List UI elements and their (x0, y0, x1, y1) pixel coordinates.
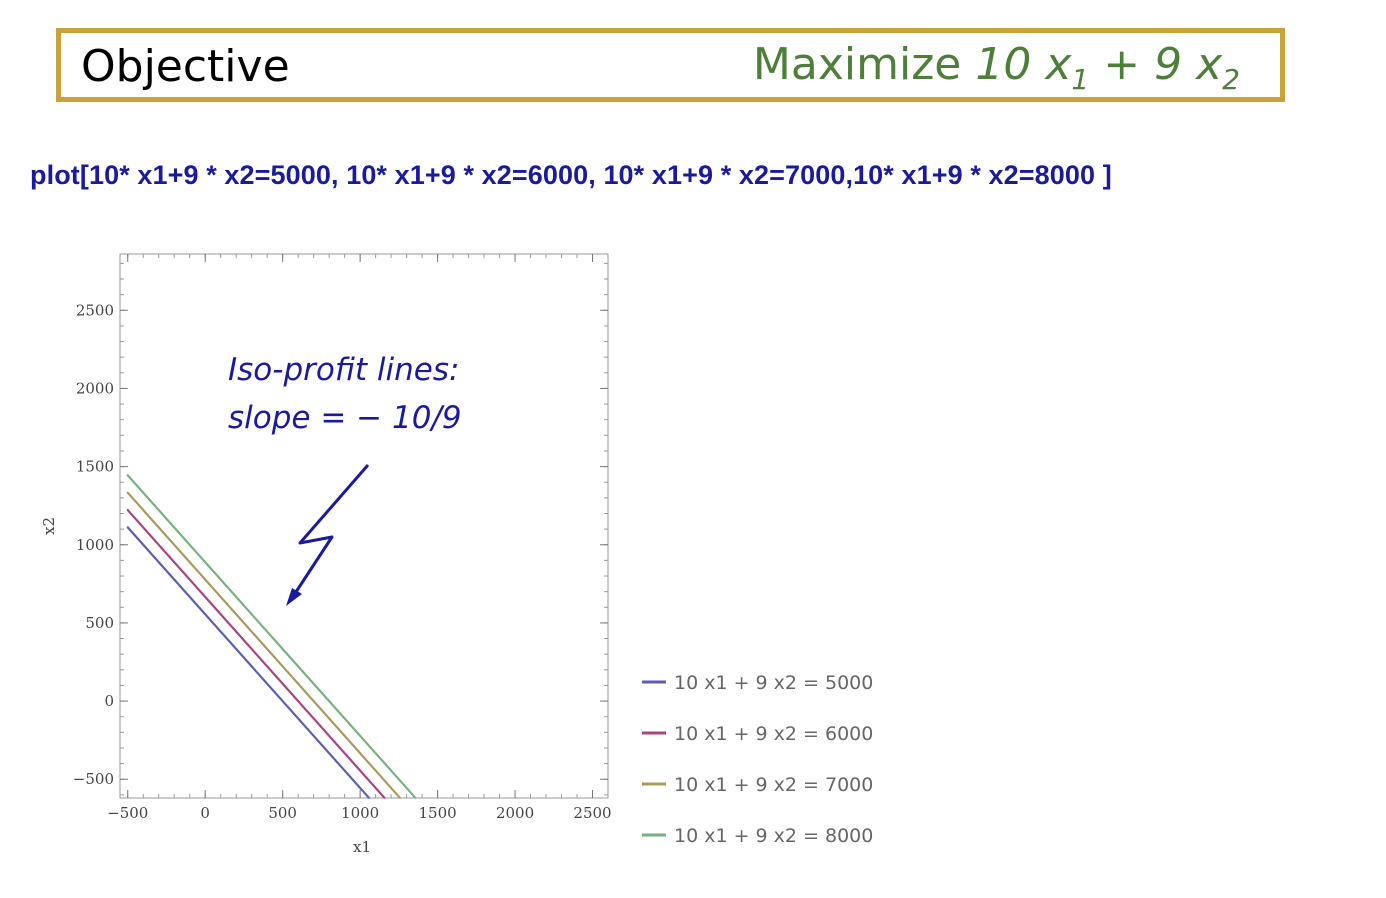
legend: 10 x1 + 9 x2 = 5000 10 x1 + 9 x2 = 6000 10… (642, 672, 873, 847)
x-tick-label: −500 (107, 804, 148, 822)
objective-label: Objective (81, 41, 290, 92)
y-tick-label: 1500 (76, 458, 114, 476)
x-tick-label: 2000 (496, 804, 534, 822)
series-line-3 (126, 491, 401, 799)
x-tick-label: 500 (268, 804, 297, 822)
y-tick-label: −500 (73, 770, 114, 788)
series-lines (126, 474, 417, 799)
legend-label-2: 10 x1 + 9 x2 = 6000 (674, 723, 873, 745)
series-line-2 (126, 508, 386, 799)
objective-prefix: Maximize (752, 39, 962, 90)
variable-2: x (1196, 39, 1223, 90)
legend-label-4: 10 x1 + 9 x2 = 8000 (674, 825, 873, 847)
y-tick-label: 0 (104, 692, 114, 710)
x-axis-title: x1 (353, 838, 371, 856)
operator-plus: + (1103, 39, 1141, 90)
plot-command: plot[10* x1+9 * x2=5000, 10* x1+9 * x2=6… (30, 160, 1112, 190)
y-tick-label: 500 (85, 614, 114, 632)
series-line-1 (126, 526, 370, 799)
y-tick-label: 1000 (76, 536, 114, 554)
x-tick-label: 0 (200, 804, 210, 822)
annotation-arrowhead (286, 588, 302, 606)
tick-marks (120, 254, 608, 798)
x-tick-label: 1000 (341, 804, 379, 822)
y-tick-label: 2000 (76, 379, 114, 397)
objective-box: Objective Maximize 10 x1 + 9 x2 (56, 28, 1285, 102)
coefficient-2: 9 (1154, 39, 1183, 90)
legend-label-3: 10 x1 + 9 x2 = 7000 (674, 774, 873, 796)
subscript-2: 2 (1222, 63, 1240, 96)
subscript-1: 1 (1071, 63, 1090, 96)
y-tick-label: 2500 (76, 301, 114, 319)
annotation-line-1: Iso-profit lines: (228, 352, 459, 388)
x-tick-label: 2500 (573, 804, 611, 822)
coefficient-1: 10 (975, 39, 1032, 90)
objective-expression: Maximize 10 x1 + 9 x2 (753, 39, 1240, 96)
legend-label-1: 10 x1 + 9 x2 = 5000 (674, 672, 873, 694)
annotation-line-2: slope = − 10/9 (228, 400, 462, 436)
series-line-4 (126, 474, 417, 799)
x-tick-label: 1500 (418, 804, 456, 822)
annotation-arrow (290, 464, 370, 599)
plot-frame (119, 253, 609, 799)
y-axis-title: x2 (40, 517, 58, 535)
tick-labels: −500 0 500 1000 1500 2000 2500 −500 0 500 1000 1500… (73, 301, 612, 822)
variable-1: x (1045, 39, 1072, 90)
